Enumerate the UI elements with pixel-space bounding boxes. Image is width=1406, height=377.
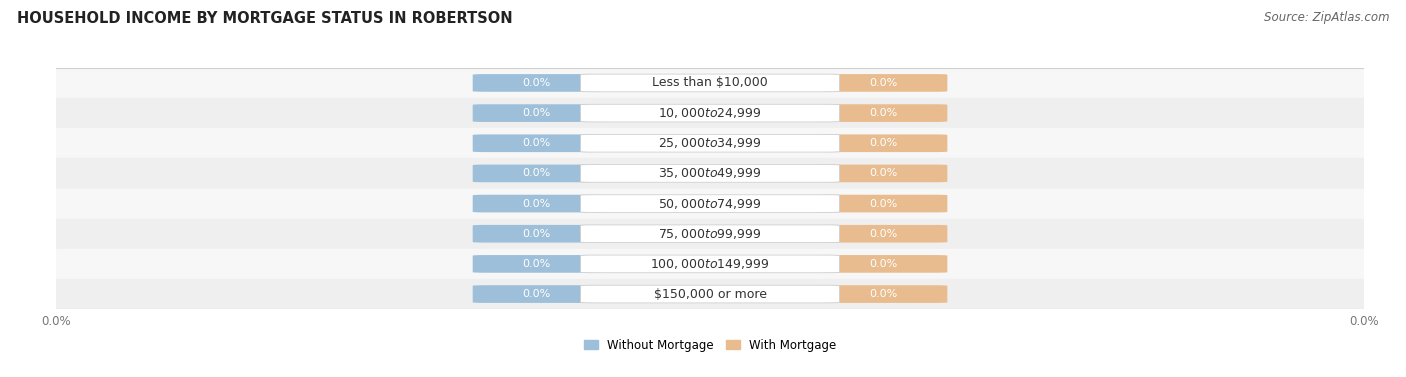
FancyBboxPatch shape — [820, 135, 948, 152]
Text: 0.0%: 0.0% — [523, 229, 551, 239]
Text: $35,000 to $49,999: $35,000 to $49,999 — [658, 166, 762, 181]
Text: $100,000 to $149,999: $100,000 to $149,999 — [651, 257, 769, 271]
FancyBboxPatch shape — [472, 255, 600, 273]
FancyBboxPatch shape — [581, 104, 839, 122]
Text: $75,000 to $99,999: $75,000 to $99,999 — [658, 227, 762, 241]
Text: 0.0%: 0.0% — [869, 229, 897, 239]
Text: $50,000 to $74,999: $50,000 to $74,999 — [658, 196, 762, 211]
Legend: Without Mortgage, With Mortgage: Without Mortgage, With Mortgage — [579, 334, 841, 356]
FancyBboxPatch shape — [472, 225, 600, 242]
FancyBboxPatch shape — [581, 165, 839, 182]
Bar — [56, 128, 1364, 158]
Text: 0.0%: 0.0% — [523, 289, 551, 299]
Text: 0.0%: 0.0% — [523, 108, 551, 118]
Bar — [56, 279, 1364, 309]
Text: 0.0%: 0.0% — [523, 138, 551, 148]
Text: 0.0%: 0.0% — [523, 78, 551, 88]
Bar — [56, 219, 1364, 249]
Bar — [56, 249, 1364, 279]
FancyBboxPatch shape — [472, 285, 600, 303]
FancyBboxPatch shape — [472, 195, 600, 212]
FancyBboxPatch shape — [472, 135, 600, 152]
FancyBboxPatch shape — [820, 104, 948, 122]
Text: 0.0%: 0.0% — [523, 199, 551, 208]
Text: $150,000 or more: $150,000 or more — [654, 288, 766, 300]
Text: 0.0%: 0.0% — [869, 169, 897, 178]
Text: 0.0%: 0.0% — [869, 199, 897, 208]
Text: 0.0%: 0.0% — [869, 108, 897, 118]
Bar — [56, 98, 1364, 128]
Text: 0.0%: 0.0% — [869, 138, 897, 148]
Text: $10,000 to $24,999: $10,000 to $24,999 — [658, 106, 762, 120]
FancyBboxPatch shape — [820, 74, 948, 92]
FancyBboxPatch shape — [581, 225, 839, 242]
Text: 0.0%: 0.0% — [523, 259, 551, 269]
FancyBboxPatch shape — [820, 195, 948, 212]
Text: 0.0%: 0.0% — [523, 169, 551, 178]
Text: HOUSEHOLD INCOME BY MORTGAGE STATUS IN ROBERTSON: HOUSEHOLD INCOME BY MORTGAGE STATUS IN R… — [17, 11, 513, 26]
FancyBboxPatch shape — [581, 135, 839, 152]
FancyBboxPatch shape — [820, 255, 948, 273]
FancyBboxPatch shape — [581, 74, 839, 92]
Text: 0.0%: 0.0% — [869, 289, 897, 299]
FancyBboxPatch shape — [820, 165, 948, 182]
FancyBboxPatch shape — [581, 195, 839, 212]
Bar — [56, 158, 1364, 188]
FancyBboxPatch shape — [472, 165, 600, 182]
Bar — [56, 188, 1364, 219]
FancyBboxPatch shape — [472, 104, 600, 122]
FancyBboxPatch shape — [820, 225, 948, 242]
Text: Source: ZipAtlas.com: Source: ZipAtlas.com — [1264, 11, 1389, 24]
FancyBboxPatch shape — [581, 255, 839, 273]
Bar — [56, 68, 1364, 98]
Text: $25,000 to $34,999: $25,000 to $34,999 — [658, 136, 762, 150]
FancyBboxPatch shape — [820, 285, 948, 303]
FancyBboxPatch shape — [581, 285, 839, 303]
FancyBboxPatch shape — [472, 74, 600, 92]
Text: Less than $10,000: Less than $10,000 — [652, 77, 768, 89]
Text: 0.0%: 0.0% — [869, 78, 897, 88]
Text: 0.0%: 0.0% — [869, 259, 897, 269]
